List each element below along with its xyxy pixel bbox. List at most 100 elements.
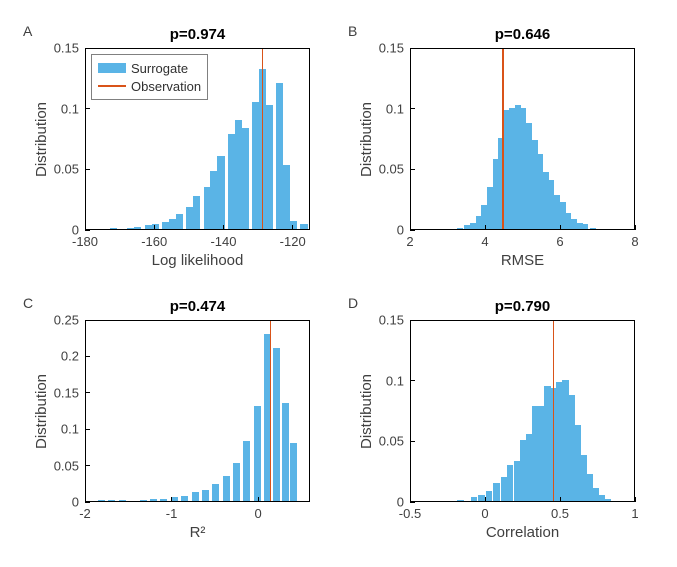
histogram-bar xyxy=(493,483,499,501)
histogram-bar xyxy=(290,221,297,229)
xtick-mark xyxy=(258,497,259,502)
xtick-mark xyxy=(223,225,224,230)
panel-title: p=0.790 xyxy=(495,298,550,315)
histogram-bar xyxy=(160,499,167,501)
ytick-label: 0 xyxy=(364,495,404,510)
histogram-bar xyxy=(243,441,250,501)
histogram-bar xyxy=(471,497,477,501)
panel-title: p=0.974 xyxy=(170,26,225,43)
histogram-bar xyxy=(457,228,463,229)
ylabel: Distribution xyxy=(358,102,375,177)
xtick-mark xyxy=(154,225,155,230)
ytick-label: 0.15 xyxy=(364,41,404,56)
ytick-label: 0 xyxy=(364,223,404,238)
xlabel: Correlation xyxy=(486,524,559,541)
xtick-mark xyxy=(635,225,636,230)
histogram-bar xyxy=(300,224,307,229)
panel-letter: A xyxy=(23,23,32,39)
histogram-bar xyxy=(583,224,589,229)
ytick-label: 0.15 xyxy=(39,41,79,56)
histogram-bar xyxy=(192,492,199,501)
panel-title: p=0.646 xyxy=(495,26,550,43)
legend-label: Surrogate xyxy=(131,61,188,76)
xtick-label: 4 xyxy=(481,234,488,249)
histogram-bar xyxy=(282,403,289,501)
histogram-bar xyxy=(150,499,157,501)
ytick-mark xyxy=(85,169,90,170)
histogram-bar xyxy=(266,105,273,229)
ytick-label: 0 xyxy=(39,495,79,510)
observation-line xyxy=(270,321,272,501)
panel-letter: D xyxy=(348,295,358,311)
xtick-label: -160 xyxy=(141,234,167,249)
histogram-bar xyxy=(217,156,224,229)
xlabel: RMSE xyxy=(501,252,544,269)
figure-root: -180-160-140-12000.050.10.15Log likeliho… xyxy=(0,0,677,567)
ytick-mark xyxy=(85,230,90,231)
ytick-mark xyxy=(85,108,90,109)
histogram-bar xyxy=(283,165,290,229)
histogram-bar xyxy=(507,465,513,501)
xtick-mark xyxy=(171,497,172,502)
xtick-mark xyxy=(560,225,561,230)
ytick-mark xyxy=(85,502,90,503)
xtick-label: 2 xyxy=(406,234,413,249)
histogram-bar xyxy=(223,476,230,501)
legend-swatch-icon xyxy=(98,63,126,73)
histogram-bar xyxy=(202,490,209,501)
ytick-mark xyxy=(410,108,415,109)
xtick-mark xyxy=(292,225,293,230)
panel-title: p=0.474 xyxy=(170,298,225,315)
legend-line-icon xyxy=(98,85,126,87)
ytick-mark xyxy=(410,48,415,49)
xtick-label: 0 xyxy=(481,506,488,521)
histogram-bar xyxy=(233,463,240,501)
ytick-mark xyxy=(410,230,415,231)
xtick-label: 1 xyxy=(631,506,638,521)
histogram-bar xyxy=(134,227,141,229)
ytick-label: 0.15 xyxy=(364,313,404,328)
xtick-label: -1 xyxy=(166,506,178,521)
histogram-bar xyxy=(176,214,183,229)
ytick-mark xyxy=(85,356,90,357)
ytick-mark xyxy=(410,169,415,170)
plot-area xyxy=(85,320,310,502)
histogram-bar xyxy=(110,228,117,229)
panel-letter: C xyxy=(23,295,33,311)
histogram-bar xyxy=(119,500,126,501)
ylabel: Distribution xyxy=(358,374,375,449)
histogram-bar xyxy=(181,496,188,501)
ytick-mark xyxy=(85,429,90,430)
plot-area xyxy=(410,48,635,230)
xtick-mark xyxy=(560,497,561,502)
histogram-bar xyxy=(212,484,219,501)
ytick-mark xyxy=(85,320,90,321)
ytick-mark xyxy=(410,441,415,442)
histogram-bar xyxy=(98,500,105,501)
histogram-bar xyxy=(290,443,297,501)
observation-line xyxy=(262,49,264,229)
histogram-bar xyxy=(457,500,463,501)
xtick-mark xyxy=(485,497,486,502)
histogram-bar xyxy=(242,128,249,229)
histogram-bar xyxy=(193,196,200,229)
ytick-label: 0 xyxy=(39,223,79,238)
ytick-mark xyxy=(410,502,415,503)
histogram-bar xyxy=(152,224,159,229)
panel-b: 246800.050.10.15RMSEDistributionp=0.646B xyxy=(410,48,635,230)
ytick-mark xyxy=(410,380,415,381)
xlabel: Log likelihood xyxy=(152,252,244,269)
panel-c: -2-1000.050.10.150.20.25R²Distributionp=… xyxy=(85,320,310,502)
xtick-label: -140 xyxy=(210,234,236,249)
xtick-label: -2 xyxy=(79,506,91,521)
xtick-label: -120 xyxy=(280,234,306,249)
histogram-bar xyxy=(108,500,115,501)
histogram-bar xyxy=(604,499,610,501)
histogram-bar xyxy=(273,348,280,501)
ytick-label: 0.05 xyxy=(39,458,79,473)
histogram-bar xyxy=(590,228,596,229)
ytick-mark xyxy=(85,392,90,393)
xtick-mark xyxy=(635,497,636,502)
histogram-bar xyxy=(254,406,261,501)
ytick-label: 0.25 xyxy=(39,313,79,328)
